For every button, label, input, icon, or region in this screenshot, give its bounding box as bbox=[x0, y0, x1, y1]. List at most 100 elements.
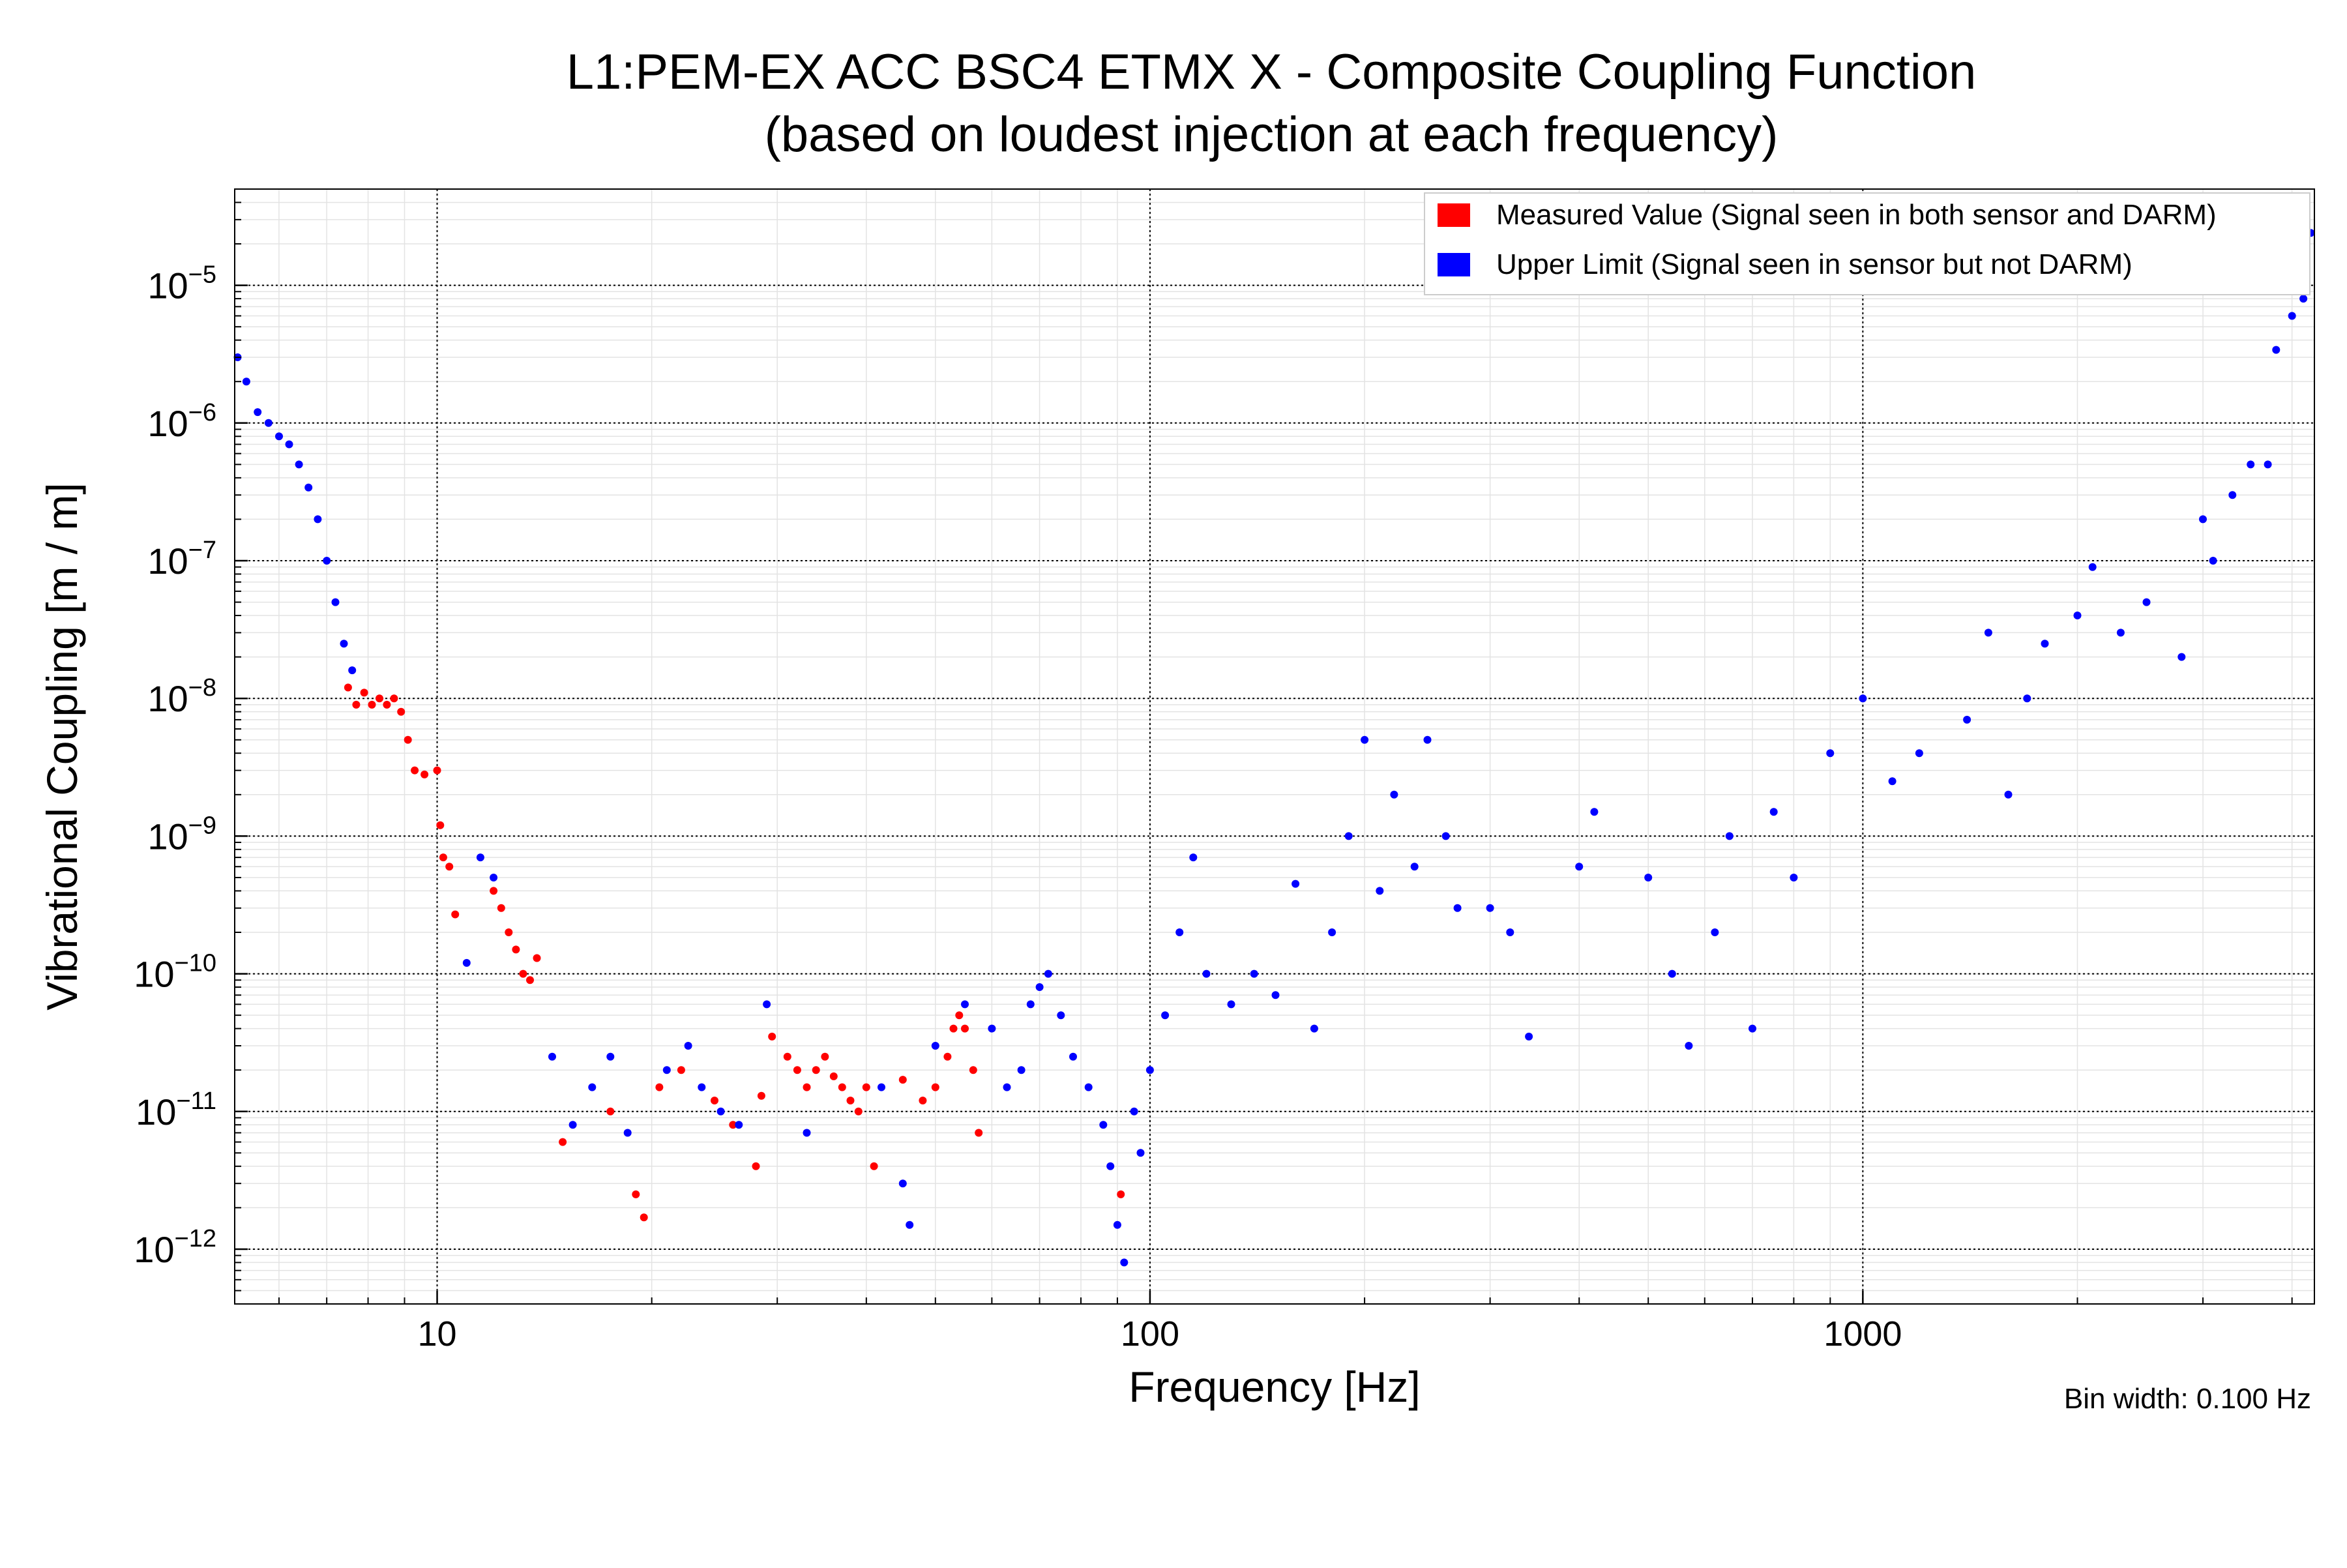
data-point bbox=[1136, 1149, 1145, 1157]
data-point bbox=[462, 958, 471, 967]
y-tick-label: 10−12 bbox=[134, 1225, 216, 1270]
data-point bbox=[2116, 629, 2125, 637]
data-point bbox=[2041, 640, 2049, 648]
data-point bbox=[1749, 1024, 1756, 1033]
data-point bbox=[1769, 808, 1778, 816]
data-point bbox=[512, 945, 520, 954]
data-point bbox=[1117, 1190, 1125, 1198]
bin-width-note: Bin width: 0.100 Hz bbox=[2064, 1383, 2311, 1415]
data-point bbox=[352, 700, 361, 709]
y-tick-label: 10−6 bbox=[147, 399, 216, 444]
data-point bbox=[505, 928, 513, 936]
data-point bbox=[763, 1000, 771, 1009]
data-point bbox=[526, 976, 534, 984]
legend-swatch-upper-limit bbox=[1438, 253, 1470, 276]
y-tick-exponent: −11 bbox=[176, 1087, 216, 1115]
data-point bbox=[331, 598, 340, 606]
data-point bbox=[1790, 874, 1798, 881]
data-point bbox=[348, 666, 357, 675]
data-point bbox=[1017, 1066, 1026, 1074]
data-point bbox=[2004, 790, 2013, 799]
data-point bbox=[1453, 904, 1462, 912]
data-point bbox=[829, 1072, 838, 1080]
data-point bbox=[906, 1220, 914, 1229]
data-point bbox=[1069, 1052, 1077, 1061]
data-point bbox=[632, 1190, 640, 1198]
x-tick-label: 100 bbox=[1121, 1314, 1179, 1354]
data-point bbox=[898, 1076, 907, 1084]
data-point bbox=[1271, 991, 1280, 999]
data-point bbox=[768, 1032, 776, 1041]
data-point bbox=[242, 377, 250, 386]
data-point bbox=[1590, 808, 1599, 816]
y-tick-base: 10 bbox=[134, 954, 174, 995]
data-point bbox=[640, 1213, 648, 1222]
data-point bbox=[931, 1042, 939, 1050]
data-point bbox=[1057, 1011, 1065, 1020]
data-point bbox=[588, 1083, 597, 1091]
data-point bbox=[2288, 312, 2296, 320]
data-point bbox=[846, 1097, 855, 1104]
y-axis-label: Vibrational Coupling [m / m] bbox=[38, 482, 86, 1011]
data-point bbox=[1145, 1066, 1154, 1074]
data-point bbox=[1026, 1000, 1035, 1009]
data-point bbox=[1888, 777, 1897, 786]
chart-title: L1:PEM-EX ACC BSC4 ETMX X - Composite Co… bbox=[567, 44, 1977, 100]
data-point bbox=[898, 1179, 907, 1188]
data-point bbox=[445, 863, 454, 871]
y-tick-base: 10 bbox=[134, 1229, 174, 1270]
y-tick-exponent: −9 bbox=[188, 812, 216, 839]
data-point bbox=[411, 766, 419, 775]
data-point bbox=[662, 1066, 671, 1074]
data-point bbox=[1130, 1107, 1138, 1116]
data-point bbox=[1189, 853, 1198, 862]
plot-frame bbox=[234, 188, 2315, 1305]
data-point bbox=[1685, 1042, 1693, 1050]
data-point bbox=[757, 1091, 765, 1100]
y-tick-base: 10 bbox=[147, 265, 188, 306]
data-point bbox=[1175, 928, 1184, 936]
data-point bbox=[812, 1066, 820, 1074]
data-point bbox=[497, 904, 505, 912]
data-point bbox=[285, 440, 293, 449]
data-point bbox=[451, 910, 460, 919]
data-point bbox=[314, 515, 322, 524]
data-point bbox=[931, 1083, 939, 1091]
y-tick-label: 10−10 bbox=[134, 950, 216, 995]
data-point bbox=[2299, 295, 2308, 303]
data-point bbox=[606, 1052, 615, 1061]
data-point bbox=[969, 1066, 977, 1074]
data-point bbox=[1915, 749, 1923, 758]
data-point bbox=[519, 969, 527, 978]
data-point bbox=[606, 1107, 615, 1116]
data-point bbox=[655, 1083, 664, 1091]
data-point bbox=[2209, 557, 2217, 565]
data-point bbox=[2264, 460, 2272, 469]
data-point bbox=[1859, 694, 1867, 703]
data-point bbox=[838, 1083, 846, 1091]
data-point bbox=[1575, 863, 1584, 871]
data-point bbox=[548, 1052, 556, 1061]
data-point bbox=[2199, 515, 2207, 524]
data-point bbox=[1120, 1258, 1129, 1267]
y-tick-label: 10−7 bbox=[147, 537, 216, 582]
data-point bbox=[698, 1083, 706, 1091]
data-point bbox=[1035, 983, 1044, 991]
data-point bbox=[304, 483, 313, 492]
data-point bbox=[1826, 749, 1835, 758]
data-point bbox=[803, 1129, 811, 1137]
data-point bbox=[2088, 563, 2097, 571]
data-point bbox=[961, 1000, 969, 1009]
data-point bbox=[1310, 1024, 1318, 1033]
data-point bbox=[1161, 1011, 1170, 1020]
data-point bbox=[275, 432, 283, 441]
y-tick-exponent: −5 bbox=[188, 261, 216, 289]
data-point bbox=[264, 419, 273, 427]
y-tick-base: 10 bbox=[147, 403, 188, 444]
y-tick-label: 10−11 bbox=[136, 1087, 216, 1132]
data-point bbox=[988, 1024, 996, 1033]
data-point bbox=[975, 1129, 983, 1137]
y-tick-base: 10 bbox=[147, 816, 188, 857]
data-point bbox=[793, 1066, 801, 1074]
data-point bbox=[295, 460, 303, 469]
